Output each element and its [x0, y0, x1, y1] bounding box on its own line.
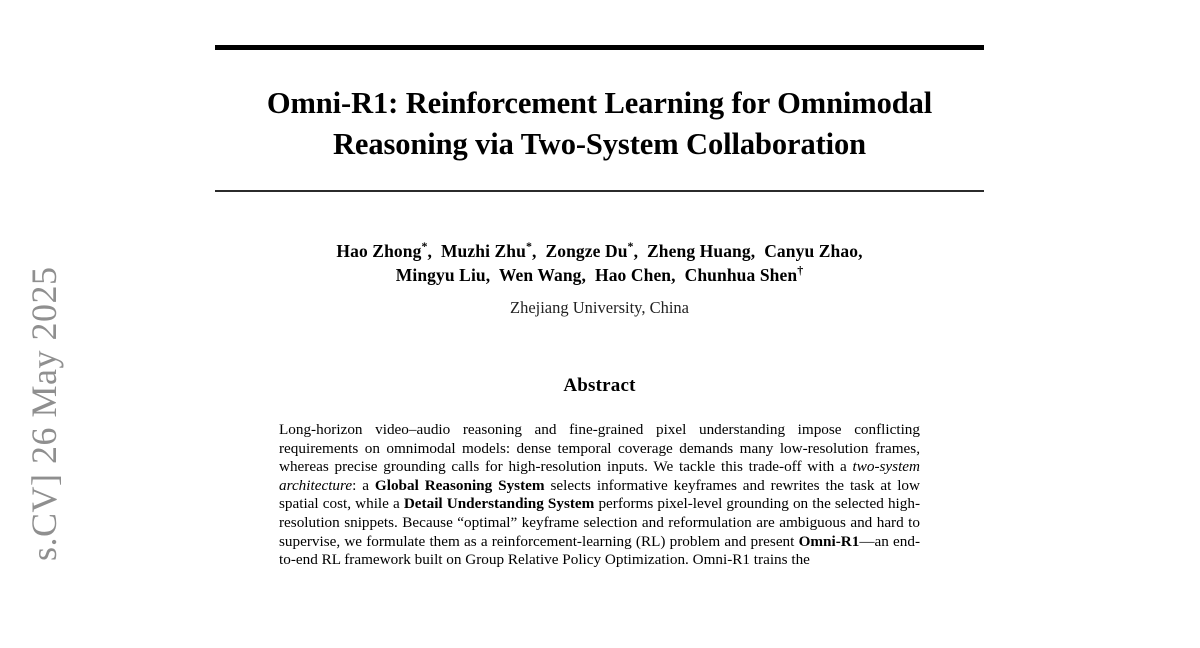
abstract-text-run: selects informative keyframes and rewrit…: [279, 476, 920, 513]
title-bottom-rule: [215, 190, 984, 192]
title-bottom-rule-wrap: [215, 190, 984, 192]
title-top-rule: [215, 45, 984, 50]
author-name-mingyu-liu: Mingyu Liu: [395, 265, 486, 285]
abstract-emphasis-bold: Detail Understanding System: [403, 495, 595, 513]
author-marker-zongze-du: *: [627, 239, 634, 254]
abstract-text-run: —an end-to-end RL framework built on Gro…: [279, 532, 921, 569]
page-title: Omni-R1: Reinforcement Learning for Omni…: [266, 86, 933, 161]
author-name-zongze-du: Zongze Du: [545, 241, 628, 261]
abstract-emphasis-bold: Global Reasoning System: [374, 476, 545, 494]
author-name-zheng-huang: Zheng Huang: [647, 241, 751, 261]
author-marker-muzhi-zhu: *: [525, 239, 533, 254]
author-name-chunhua-shen: Chunhua Shen: [684, 265, 798, 285]
author-name-canyu-zhao: Canyu Zhao: [764, 241, 859, 261]
author-name-hao-chen: Hao Chen: [594, 265, 672, 285]
arxiv-identifier-stamp: s.CV] 26 May 2025: [13, 101, 75, 562]
paper-page: Omni-R1: Reinforcement Learning for Omni…: [211, 0, 988, 648]
abstract-body: Long-horizon video–audio reasoning and f…: [279, 421, 920, 570]
author-line-1: Hao Zhong*, Muzhi Zhu*, Zongze Du*, Zhen…: [336, 239, 863, 261]
abstract-emphasis-italic: two-system architecture: [279, 458, 920, 494]
author-name-muzhi-zhu: Muzhi Zhu: [440, 241, 526, 261]
author-line-2: Mingyu Liu, Wen Wang, Hao Chen, Chunhua …: [395, 263, 804, 285]
author-name-hao-zhong: Hao Zhong: [336, 241, 422, 261]
affiliation: Zhejiang University, China: [509, 298, 690, 317]
abstract-emphasis-bold: Omni-R1: [798, 532, 860, 550]
author-name-wen-wang: Wen Wang: [498, 265, 582, 285]
abstract-heading: Abstract: [563, 375, 636, 396]
author-marker-hao-zhong: *: [421, 239, 428, 254]
abstract-text-run: performs pixel-level grounding on the se…: [279, 495, 921, 550]
author-marker-chunhua-shen: †: [797, 263, 804, 278]
arxiv-stamp-text: s.CV] 26 May 2025: [24, 266, 64, 562]
title-block: Omni-R1: Reinforcement Learning for Omni…: [211, 45, 988, 192]
authors-block: Hao Zhong*, Muzhi Zhu*, Zongze Du*, Zhen…: [211, 239, 988, 318]
abstract-text-run: Long-horizon video–audio reasoning and f…: [279, 421, 920, 476]
abstract-text-run: : a: [352, 476, 375, 494]
